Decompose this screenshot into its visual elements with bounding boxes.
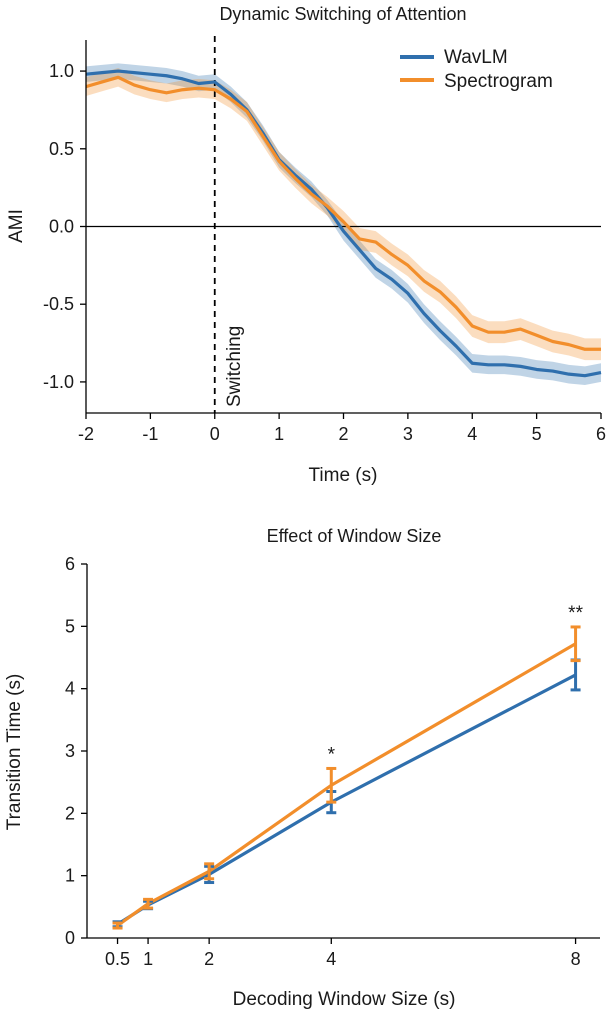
chart1-y-ticks: 1.0 0.5 0.0 -0.5 -1.0 (43, 61, 86, 392)
chart2-significance-markers: *** (328, 603, 584, 765)
chart2-errorbar-spectrogram (204, 862, 215, 881)
chart2-y-tick-label: 0 (65, 928, 75, 948)
legend-spectrogram-label: Spectrogram (444, 71, 553, 92)
chart2-title: Effect of Window Size (267, 526, 442, 546)
chart2-x-tick-label: 1 (143, 949, 153, 969)
chart2-errorbar-spectrogram (143, 897, 154, 910)
chart1-x-tick-label: 0 (210, 424, 220, 444)
chart1-band-spectrogram (86, 67, 601, 361)
chart2-x-tick-label: 0.5 (105, 949, 130, 969)
chart2-y-tick-label: 3 (65, 741, 75, 761)
chart1-x-tick-label: 3 (403, 424, 413, 444)
chart1-switching-annotation: Switching (224, 326, 245, 407)
chart1-y-tick-label: -0.5 (43, 294, 74, 314)
chart2-significance-label: * (328, 744, 336, 765)
chart2-x-ticks: 0.5 1 2 4 8 (105, 938, 581, 969)
chart2-y-tick-label: 2 (65, 803, 75, 823)
chart2-y-label: Transition Time (s) (4, 674, 25, 831)
chart-dynamic-switching: Dynamic Switching of Attention Switching… (6, 4, 606, 486)
chart1-x-tick-label: -2 (78, 424, 94, 444)
chart2-x-tick-label: 4 (326, 949, 336, 969)
chart1-x-ticks: -2 -1 0 1 2 3 4 5 6 (78, 413, 606, 444)
chart2-errorbar-spectrogram (570, 625, 581, 663)
chart2-error-bars (112, 625, 581, 930)
chart1-x-tick-label: 1 (274, 424, 284, 444)
chart1-x-tick-label: -1 (142, 424, 158, 444)
chart2-errorbar-wavlm (570, 658, 581, 692)
chart2-errorbar-spectrogram (112, 921, 123, 930)
chart1-line-wavlm (85, 69, 602, 378)
chart2-errorbar-spectrogram (326, 766, 337, 804)
chart1-y-tick-label: 0.0 (49, 217, 74, 237)
chart1-y-tick-label: -1.0 (43, 372, 74, 392)
chart1-title: Dynamic Switching of Attention (219, 4, 466, 24)
chart2-y-tick-label: 4 (65, 679, 75, 699)
chart2-x-tick-label: 8 (571, 949, 581, 969)
chart2-y-tick-label: 5 (65, 616, 75, 636)
chart1-y-tick-label: 1.0 (49, 61, 74, 81)
chart-window-size: Effect of Window Size *** 0.5 1 2 4 8 012345… (4, 526, 600, 1010)
chart2-series-lines (116, 642, 577, 927)
chart1-legend: WavLM Spectrogram (400, 47, 553, 92)
chart2-y-ticks: 0 1 2 3 4 5 6 (65, 554, 87, 948)
chart1-x-tick-label: 2 (338, 424, 348, 444)
chart2-x-tick-label: 2 (204, 949, 214, 969)
legend-wavlm-label: WavLM (444, 47, 508, 68)
chart1-y-label: AMI (6, 209, 27, 243)
chart2-significance-label: ** (568, 603, 583, 624)
chart1-x-label: Time (s) (309, 465, 378, 486)
chart1-series-lines (85, 69, 602, 378)
chart1-line-spectrogram (85, 75, 601, 351)
chart2-y-tick-label: 6 (65, 554, 75, 574)
chart2-y-tick-label: 1 (65, 866, 75, 886)
chart2-line-wavlm (116, 673, 577, 926)
chart1-x-tick-label: 6 (596, 424, 606, 444)
chart2-line-spectrogram (116, 642, 577, 927)
chart1-x-tick-label: 5 (532, 424, 542, 444)
chart1-x-tick-label: 4 (467, 424, 477, 444)
chart1-y-tick-label: 0.5 (49, 139, 74, 159)
chart2-x-label: Decoding Window Size (s) (233, 989, 456, 1010)
